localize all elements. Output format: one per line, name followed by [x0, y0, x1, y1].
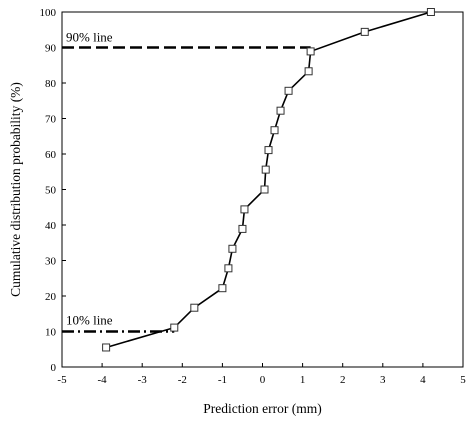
- y-axis-title: Cumulative distribution probability (%): [8, 82, 23, 297]
- data-point-marker: [426, 8, 435, 16]
- data-series: [102, 8, 435, 352]
- reference-lines: [62, 46, 311, 333]
- data-point-marker: [284, 86, 293, 95]
- y-tick-label: 50: [45, 185, 57, 197]
- x-tick-label: -2: [178, 374, 187, 386]
- data-point-marker: [270, 126, 279, 135]
- y-tick-label: 0: [51, 362, 57, 374]
- x-tick-label: 2: [340, 374, 346, 386]
- y-tick-label: 40: [45, 220, 57, 232]
- ref-line-label-10: 10% line: [66, 313, 113, 328]
- data-point-marker: [228, 244, 237, 253]
- data-point-marker: [224, 264, 233, 273]
- y-tick-label: 10: [45, 327, 57, 339]
- data-point-marker: [360, 27, 369, 36]
- x-tick-label: -4: [98, 374, 108, 386]
- data-point-marker: [170, 323, 179, 332]
- x-tick-label: 0: [260, 374, 266, 386]
- x-tick-label: 5: [460, 374, 466, 386]
- data-point-marker: [306, 47, 315, 56]
- data-point-marker: [264, 146, 273, 155]
- data-point-marker: [276, 106, 285, 115]
- y-tick-label: 60: [45, 149, 57, 161]
- x-tick-label: 3: [380, 374, 386, 386]
- y-tick-label: 20: [45, 291, 57, 303]
- series-line: [105, 11, 432, 349]
- data-point-marker: [190, 303, 199, 312]
- data-point-marker: [304, 67, 313, 76]
- data-point-marker: [240, 205, 249, 214]
- data-point-marker: [102, 343, 111, 352]
- y-tick-label: 70: [45, 114, 57, 126]
- y-tick-label: 90: [45, 43, 57, 55]
- y-tick-label: 100: [40, 7, 57, 19]
- x-axis-title: Prediction error (mm): [203, 401, 321, 416]
- data-point-marker: [218, 284, 227, 293]
- x-tick-label: -3: [138, 374, 148, 386]
- y-tick-label: 80: [45, 78, 57, 90]
- x-tick-label: 4: [420, 374, 426, 386]
- ref-line-label-90: 90% line: [66, 30, 113, 45]
- x-tick-label: 1: [300, 374, 306, 386]
- x-tick-label: -5: [57, 374, 67, 386]
- data-point-marker: [260, 185, 269, 194]
- data-point-marker: [238, 224, 247, 233]
- x-tick-label: -1: [218, 374, 227, 386]
- y-tick-label: 30: [45, 256, 57, 268]
- data-point-marker: [261, 165, 270, 174]
